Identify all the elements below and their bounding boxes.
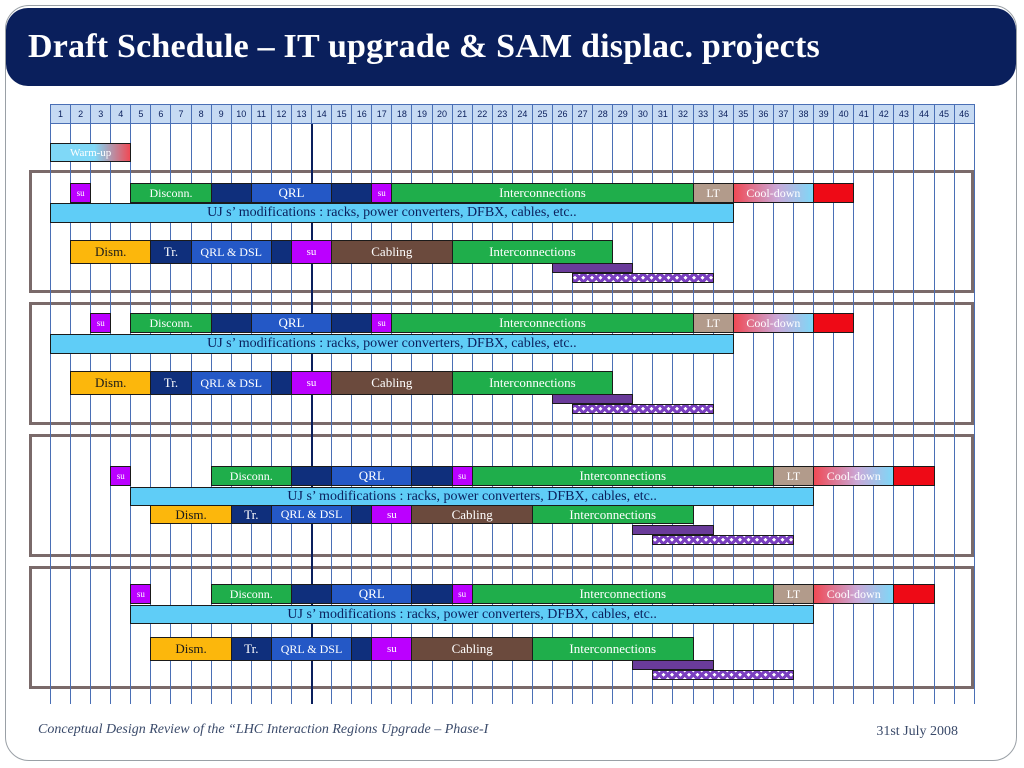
slide-title: Draft Schedule – IT upgrade & SAM displa… [28, 28, 820, 65]
title-bar: Draft Schedule – IT upgrade & SAM displa… [6, 8, 1016, 86]
footer-date: 31st July 2008 [876, 724, 958, 739]
slide-frame [5, 5, 1017, 761]
footer-conference: Conceptual Design Review of the “LHC Int… [38, 722, 489, 737]
